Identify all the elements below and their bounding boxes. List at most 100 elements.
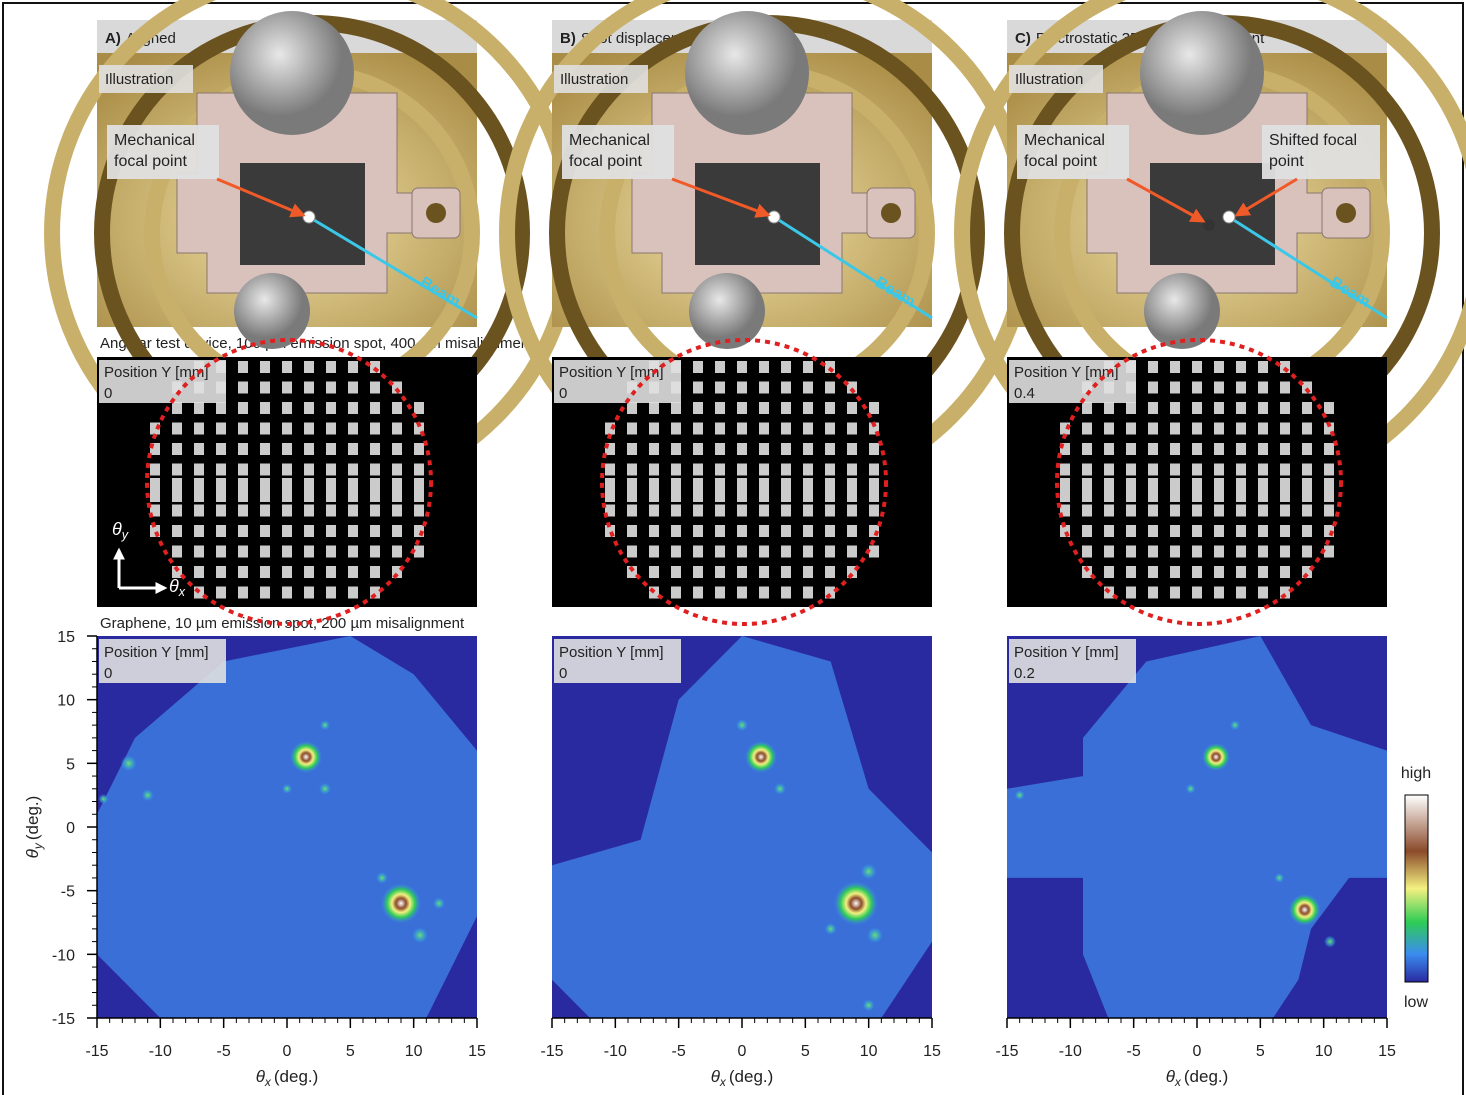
pattern-dot [825, 464, 835, 476]
pattern-dot [737, 566, 747, 578]
pattern-dot [1236, 402, 1246, 414]
pattern-dot [194, 546, 204, 558]
pattern-dot [781, 587, 791, 599]
pattern-dot [1302, 546, 1312, 558]
pattern-dot [649, 546, 659, 558]
pattern-dot [1148, 361, 1158, 373]
pattern-dot [737, 402, 747, 414]
focal-point [303, 211, 315, 223]
pattern-dot [1302, 464, 1312, 476]
y-tick-label: -5 [61, 884, 75, 901]
pattern-dot [194, 423, 204, 435]
pattern-dot [238, 443, 248, 455]
pattern-dot [693, 382, 703, 394]
pattern-dot [1104, 443, 1114, 455]
pattern-dot [781, 361, 791, 373]
pattern-dot [1324, 546, 1334, 558]
pattern-dot [627, 525, 637, 537]
pattern-dot [1104, 402, 1114, 414]
pattern-dot [1126, 505, 1136, 517]
x-tick-label: -10 [604, 1043, 627, 1060]
pattern-dot [326, 587, 336, 599]
pattern-dot [194, 443, 204, 455]
pattern-dot [649, 423, 659, 435]
pattern-dot [1302, 525, 1312, 537]
pattern-dot [1258, 478, 1268, 502]
pattern-dot [1302, 402, 1312, 414]
diffraction-spot [1274, 873, 1284, 883]
map-tag-value: 0.2 [1014, 665, 1035, 682]
diffraction-spot [381, 883, 421, 923]
x-tick-label: -15 [540, 1043, 563, 1060]
pattern-dot [304, 382, 314, 394]
pattern-dot [715, 478, 725, 502]
pattern-dot [1302, 443, 1312, 455]
pattern-dot [847, 402, 857, 414]
pattern-dot [825, 443, 835, 455]
focal-point [768, 211, 780, 223]
x-tick-label: 10 [1315, 1043, 1333, 1060]
pattern-dot [1148, 546, 1158, 558]
pattern-dot [781, 478, 791, 502]
pattern-dot [1170, 443, 1180, 455]
pattern-dot [260, 525, 270, 537]
pattern-dot [216, 587, 226, 599]
diffraction-spot [736, 719, 748, 731]
pattern-dot [1236, 464, 1246, 476]
subscript: y [31, 842, 45, 850]
pattern-dot [825, 566, 835, 578]
pattern-dot [238, 566, 248, 578]
axis-label: θx(deg.) [711, 1067, 774, 1089]
diffraction-spot [867, 927, 883, 943]
pattern-dot [759, 382, 769, 394]
pattern-dot [1214, 587, 1224, 599]
callout-text: Mechanical [1024, 132, 1105, 149]
pattern-dot [627, 423, 637, 435]
colorbar [1405, 795, 1428, 982]
pattern-dot [693, 361, 703, 373]
pattern-dot [260, 505, 270, 517]
pattern-dot [759, 423, 769, 435]
subscript: y [121, 528, 129, 542]
pattern-dot [260, 402, 270, 414]
subscript: x [264, 1075, 272, 1089]
map-tag-text: Position Y [mm] [104, 644, 209, 661]
pattern-dot [392, 464, 402, 476]
upper-sphere [1140, 11, 1264, 135]
map-tag-text: Position Y [mm] [559, 644, 664, 661]
aperture [1150, 163, 1275, 265]
diffraction-spot [825, 923, 837, 935]
pattern-dot [216, 478, 226, 502]
pattern-dot [282, 525, 292, 537]
pattern-dot [627, 478, 637, 502]
pattern-dot [326, 505, 336, 517]
pattern-dot [803, 525, 813, 537]
pattern-dot [671, 443, 681, 455]
pattern-dot [392, 423, 402, 435]
pattern-dot [869, 546, 879, 558]
pattern-dot [803, 566, 813, 578]
pattern-dot [392, 525, 402, 537]
pattern-dot [825, 478, 835, 502]
pattern-dot [194, 464, 204, 476]
aperture [695, 163, 820, 265]
pattern-dot [414, 464, 424, 476]
pattern-dot [238, 423, 248, 435]
pattern-dot [194, 478, 204, 502]
pattern-dot [1214, 402, 1224, 414]
pattern-dot [150, 478, 160, 502]
unit: (deg.) [23, 796, 42, 840]
pattern-dot [1126, 464, 1136, 476]
pattern-dot [825, 505, 835, 517]
pattern-dot [194, 566, 204, 578]
pattern-dot [1236, 525, 1246, 537]
pattern-dot [1192, 505, 1202, 517]
pattern-dot [1192, 402, 1202, 414]
y-tick-label: -10 [52, 947, 75, 964]
pattern-dot [1280, 382, 1290, 394]
pattern-dot [627, 464, 637, 476]
pattern-dot [1280, 402, 1290, 414]
pattern-dot [414, 443, 424, 455]
symbol: θ [112, 519, 122, 539]
pattern-dot [1148, 525, 1158, 537]
